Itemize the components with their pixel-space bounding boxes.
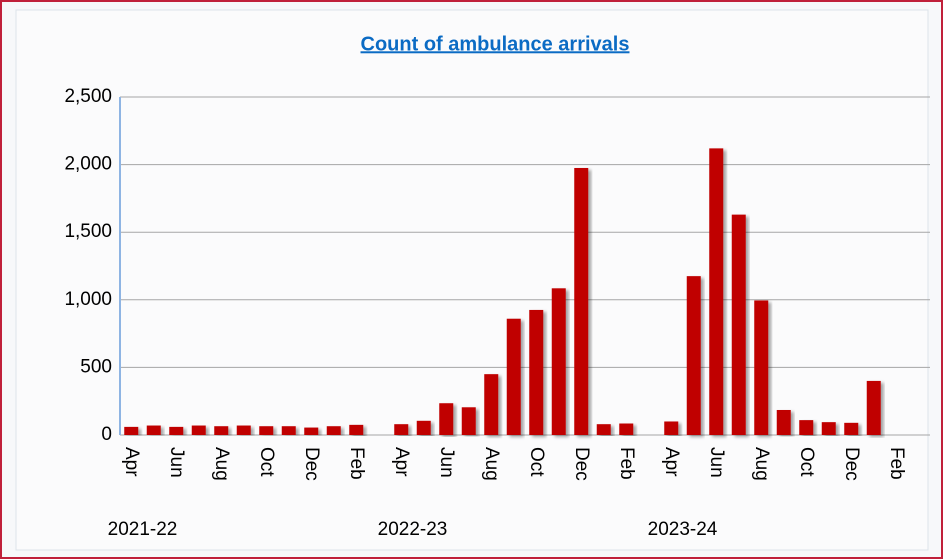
bar: [687, 276, 701, 435]
x-tick-label: Dec: [301, 447, 322, 481]
y-tick-label: 2,500: [64, 86, 112, 107]
y-tick-label: 500: [80, 356, 112, 377]
bar: [484, 374, 498, 435]
bar: [192, 426, 206, 435]
bar: [754, 300, 768, 435]
bar: [619, 424, 633, 435]
x-tick-label: Jun: [166, 447, 187, 478]
bar: [282, 426, 296, 435]
bar: [597, 424, 611, 435]
bar: [214, 426, 228, 435]
y-tick-label: 2,000: [64, 154, 112, 175]
y-tick-label: 1,000: [64, 289, 112, 310]
x-tick-label: Aug: [211, 447, 232, 481]
bar: [552, 288, 566, 435]
bar: [462, 407, 476, 435]
page: {"chart_data": {"type": "bar", "title": …: [0, 0, 943, 559]
x-tick-label: Jun: [706, 447, 727, 478]
bar: [259, 426, 273, 435]
bar: [799, 420, 813, 435]
plot-background: [16, 10, 928, 550]
bar: [709, 148, 723, 435]
x-tick-label: Apr: [121, 447, 142, 477]
x-tick-label: Aug: [481, 447, 502, 481]
y-tick-label: 1,500: [64, 221, 112, 242]
x-group-label: 2023-24: [648, 519, 718, 540]
x-tick-label: Feb: [346, 447, 367, 480]
chart-title: Count of ambulance arrivals: [361, 33, 630, 55]
bar: [777, 410, 791, 435]
x-tick-label: Aug: [751, 447, 772, 481]
bar: [529, 310, 543, 435]
bar: [574, 168, 588, 435]
bar: [124, 427, 138, 435]
bar: [867, 381, 881, 435]
x-tick-label: Oct: [256, 447, 277, 477]
x-tick-label: Oct: [526, 447, 547, 477]
bar: [417, 421, 431, 435]
x-group-label: 2021-22: [108, 519, 178, 540]
x-tick-label: Jun: [436, 447, 457, 478]
x-group-label: 2022-23: [378, 519, 448, 540]
x-tick-label: Dec: [841, 447, 862, 481]
bar: [237, 426, 251, 435]
x-tick-label: Feb: [886, 447, 907, 480]
bar: [507, 319, 521, 435]
bar: [327, 426, 341, 435]
bar: [844, 423, 858, 435]
bar: [664, 421, 678, 435]
bar: [732, 215, 746, 435]
x-tick-label: Dec: [571, 447, 592, 481]
bar: [147, 426, 161, 435]
bar: [394, 424, 408, 435]
bar: [349, 425, 363, 435]
chart: Count of ambulance arrivals 0 500 1,000 1,5…: [0, 0, 943, 559]
bar: [169, 427, 183, 435]
bar: [439, 403, 453, 435]
bar: [304, 428, 318, 435]
x-tick-label: Apr: [391, 447, 412, 477]
x-tick-label: Feb: [616, 447, 637, 480]
x-tick-label: Oct: [796, 447, 817, 477]
y-tick-label: 0: [101, 424, 112, 445]
x-tick-label: Apr: [661, 447, 682, 477]
bar: [822, 422, 836, 435]
